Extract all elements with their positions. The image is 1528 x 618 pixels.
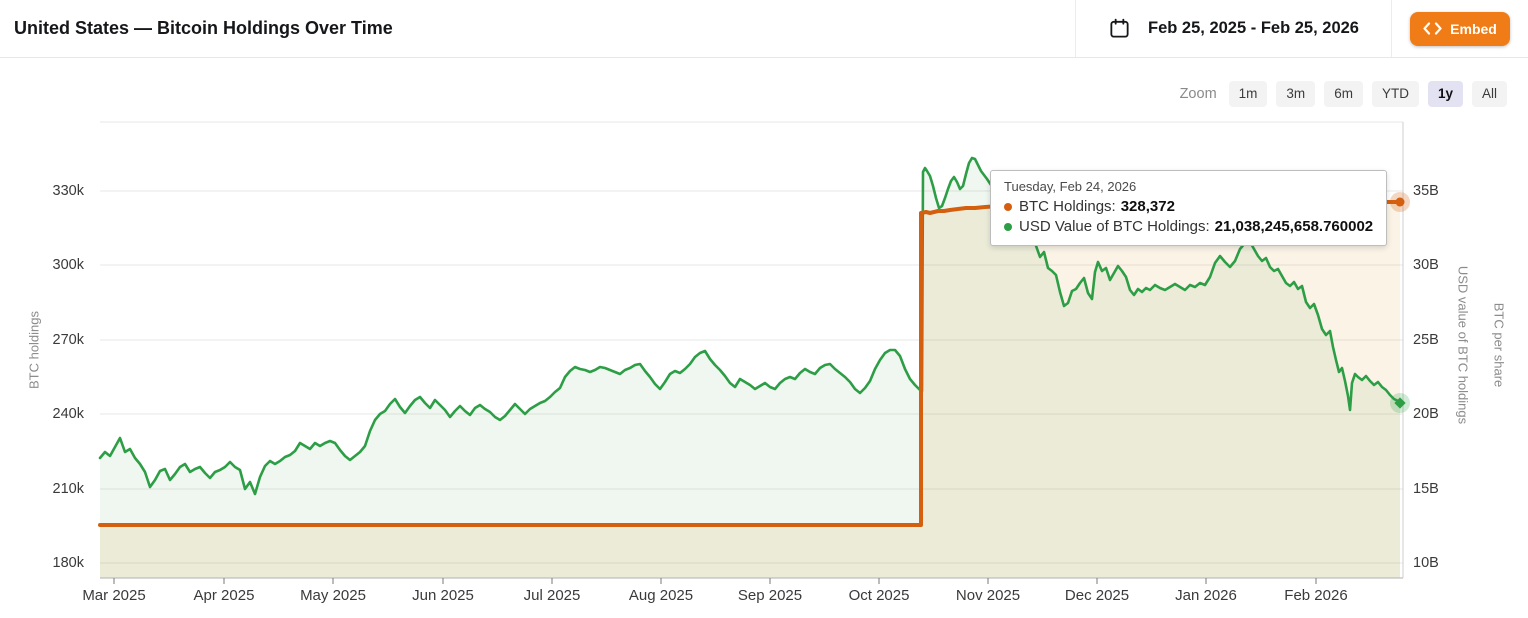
series-bullet-btc-holdings [1004,203,1012,211]
date-range-picker[interactable]: Feb 25, 2025 - Feb 25, 2026 [1075,0,1391,57]
left-axis-tick-label: 240k [52,406,84,422]
x-axis-tick-label: Apr 2025 [193,587,255,604]
right-axis-title-btc-per-share: BTC per share [1491,302,1507,388]
right-axis-tick-label: 25B [1413,332,1439,348]
zoom-button-ytd[interactable]: YTD [1371,81,1419,107]
right-axis-title-usd-value: USD value of BTC holdings [1455,265,1471,425]
right-axis-tick-label: 35B [1413,183,1439,199]
right-axis-tick-label: 20B [1413,406,1439,422]
code-brackets-icon [1423,22,1442,35]
usd-value-marker [1394,397,1406,409]
tooltip-series-value: 328,372 [1120,198,1175,215]
header: United States — Bitcoin Holdings Over Ti… [0,0,1528,58]
left-axis-title: BTC holdings [26,310,42,390]
tooltip-series-label: BTC Holdings: [1019,198,1116,215]
calendar-icon [1108,17,1131,40]
usd-value-line [98,156,1402,496]
x-axis-tick-label: Aug 2025 [628,587,694,604]
btc-holdings-marker [1395,197,1405,207]
zoom-toolbar: Zoom 1m 3m 6m YTD 1y All [1180,81,1507,107]
date-range-value: Feb 25, 2025 - Feb 25, 2026 [1148,19,1359,37]
zoom-buttons: 1m 3m 6m YTD 1y All [1228,81,1507,107]
tooltip-row-btc-holdings: BTC Holdings: 328,372 [1004,198,1373,216]
x-axis-tick-label: Jul 2025 [523,587,581,604]
x-axis-tick-label: May 2025 [300,587,366,604]
tooltip-date: Tuesday, Feb 24, 2026 [1004,179,1137,194]
tooltip-row-usd-value: USD Value of BTC Holdings: 21,038,245,65… [1004,218,1373,236]
right-axis-tick-label: 10B [1413,555,1439,571]
zoom-button-1y[interactable]: 1y [1427,81,1463,107]
x-axis-tick-label: Mar 2025 [82,587,146,604]
x-axis-tick-label: Nov 2025 [955,587,1021,604]
zoom-button-6m[interactable]: 6m [1324,81,1363,107]
right-axis-tick-label: 15B [1413,481,1439,497]
page-title: United States — Bitcoin Holdings Over Ti… [14,18,393,38]
tooltip-series-label: USD Value of BTC Holdings: [1019,218,1210,235]
embed-area: Embed [1391,0,1528,57]
x-axis-tick-label: Dec 2025 [1064,587,1130,604]
left-axis-tick-label: 180k [52,555,84,571]
chart-tooltip: Tuesday, Feb 24, 2026 BTC Holdings: 328,… [990,170,1388,246]
left-axis-tick-label: 330k [52,183,84,199]
zoom-label: Zoom [1179,86,1217,102]
embed-button-label: Embed [1450,20,1497,37]
usd-value-area [100,158,1400,578]
x-axis-tick-label: Sep 2025 [737,587,803,604]
left-axis-tick-label: 300k [52,257,84,273]
x-axis-tick-label: Jun 2025 [412,587,474,604]
x-axis-tick-label: Oct 2025 [848,587,910,604]
zoom-button-3m[interactable]: 3m [1276,81,1316,107]
zoom-button-all[interactable]: All [1471,81,1507,107]
series-bullet-usd-value [1004,223,1012,231]
btc-holdings-area [100,202,1400,578]
tooltip-series-value: 21,038,245,658.760002 [1214,218,1374,235]
left-axis-tick-label: 270k [52,332,84,348]
embed-button[interactable]: Embed [1410,11,1510,46]
x-axis-tick-label: Feb 2026 [1284,587,1348,604]
left-axis-tick-label: 210k [52,481,84,497]
right-axis-tick-label: 30B [1413,257,1439,273]
x-axis-tick-label: Jan 2026 [1175,587,1237,604]
zoom-button-1m[interactable]: 1m [1228,81,1268,107]
